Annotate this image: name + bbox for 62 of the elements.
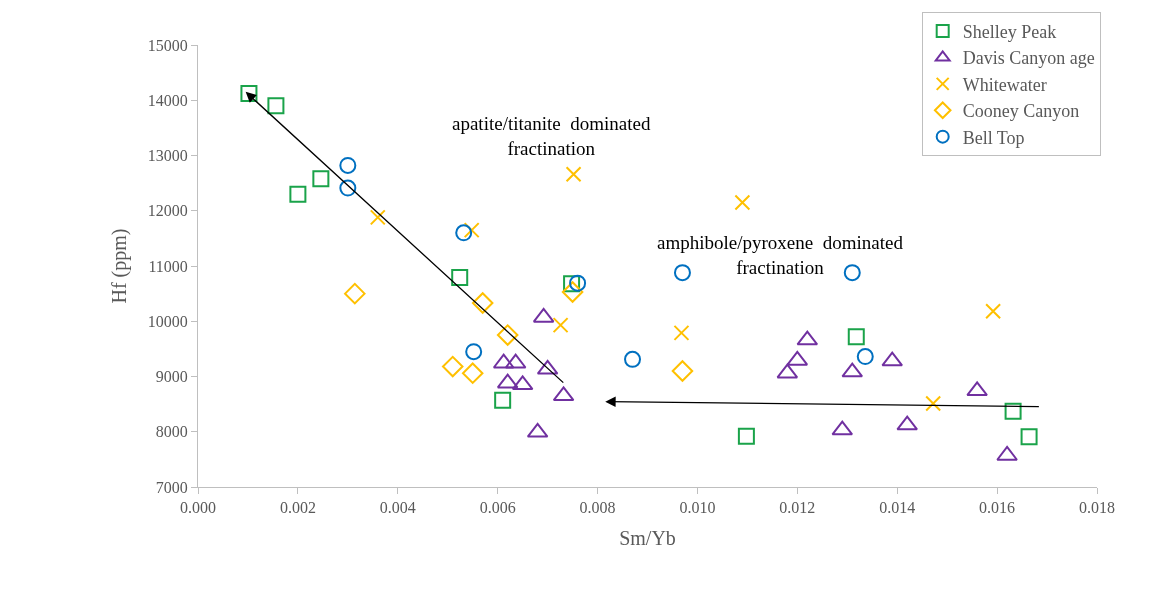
point [1020,428,1038,446]
x-tick-label: 0.004 [379,499,416,517]
x-tick-label: 0.016 [979,499,1016,517]
point [925,395,942,412]
legend-label: Whitewater [962,74,1047,95]
point [856,348,874,366]
point [1004,402,1022,420]
y-tick-label: 14000 [147,91,188,109]
x-tick-label: 0.010 [679,499,716,517]
x-axis-title: Sm/Yb [619,526,676,549]
y-axis-title: Hf (ppm) [108,228,132,304]
legend-label: Bell Top [962,127,1025,148]
point [843,264,861,282]
y-tick-label: 10000 [147,312,188,330]
point [847,328,865,346]
y-tick-label: 8000 [155,423,188,441]
point [496,324,519,346]
point [471,292,494,314]
y-tick-label: 9000 [155,368,188,386]
x-tick-label: 0.002 [279,499,316,517]
point [624,350,642,368]
x-tick-label: 0.008 [579,499,616,517]
annotation: amphibole/pyroxene dominated fractination [657,232,904,278]
point [673,324,690,341]
point [552,317,569,334]
point [312,170,330,188]
point [985,303,1002,320]
point [463,222,480,239]
y-tick-label: 11000 [148,257,188,275]
y-tick-label: 12000 [147,202,188,220]
legend-label: Shelley Peak [962,22,1057,43]
x-tick-label: 0.012 [779,499,816,517]
point [369,209,386,226]
point [465,343,483,361]
point [461,362,484,384]
point [289,185,307,203]
x-tick-label: 0.006 [479,499,516,517]
y-tick-label: 13000 [147,147,188,165]
point [737,427,755,445]
point [673,264,691,282]
annotation: apatite/titanite dominated fractination [452,113,651,159]
point [734,194,751,211]
point [565,166,582,183]
x-tick-label: 0.000 [180,499,216,517]
point [494,391,512,409]
point [339,156,357,174]
point [339,179,357,197]
point [671,360,694,382]
point [561,281,584,303]
point [455,224,473,242]
legend-label: Cooney Canyon [962,101,1080,122]
point [441,355,464,378]
legend-label: Davis Canyon age [962,48,1095,69]
y-tick-label: 15000 [147,36,188,54]
point [344,282,366,305]
point [240,85,258,103]
x-tick-label: 0.014 [879,499,916,517]
x-tick-label: 0.018 [1079,499,1115,517]
point [267,97,285,115]
point [451,269,469,287]
point [966,381,988,397]
y-tick-label: 7000 [155,478,188,496]
